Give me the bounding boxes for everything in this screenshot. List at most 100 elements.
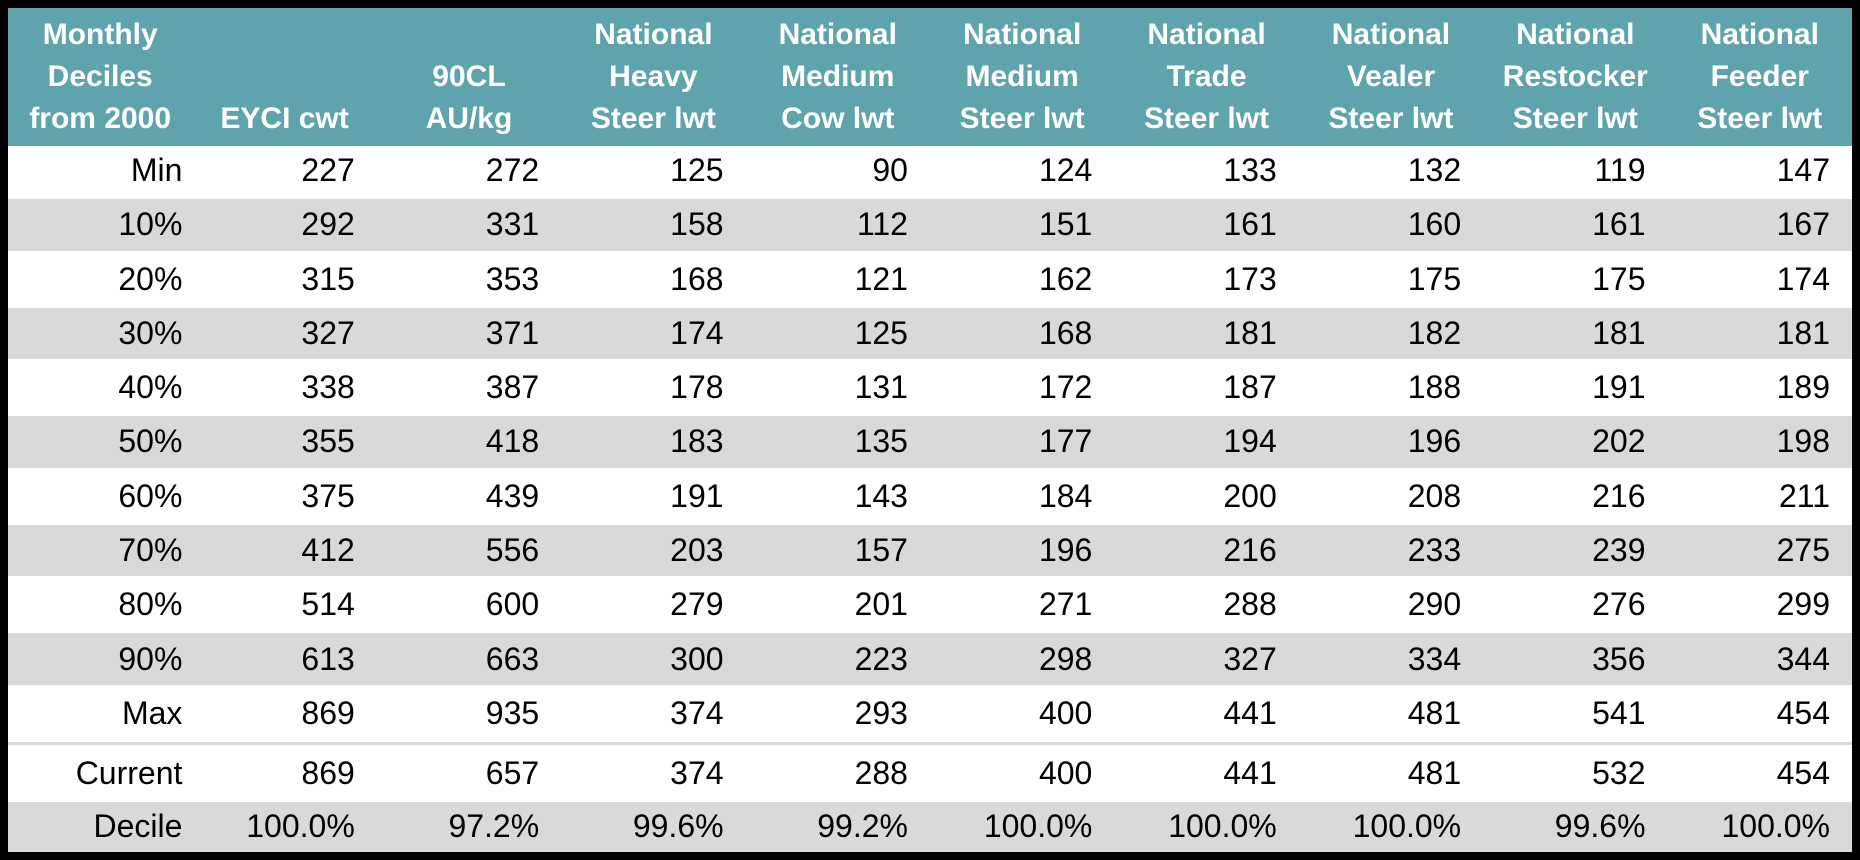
table-row-max: Max 869 935 374 293 400 441 481 541 454 — [8, 688, 1852, 738]
row-label: Max — [8, 688, 193, 738]
table-cell: 327 — [192, 303, 377, 364]
table-cell: 418 — [376, 412, 562, 472]
table-cell: 375 — [192, 471, 377, 521]
column-header-line: National — [778, 18, 897, 51]
column-header-line: EYCI cwt — [220, 102, 349, 135]
table-cell: 400 — [929, 688, 1115, 738]
column-header-line: 90CL — [432, 60, 506, 93]
column-header-line: Steer lwt — [1144, 102, 1270, 135]
row-label: 10% — [8, 195, 193, 255]
column-header-line: Steer lwt — [1512, 102, 1638, 135]
row-label: 50% — [8, 412, 193, 472]
table-cell: 119 — [1483, 146, 1668, 195]
table-cell: 175 — [1298, 254, 1484, 304]
table-cell: 276 — [1483, 580, 1668, 630]
table-cell — [929, 737, 1115, 749]
table-cell: 374 — [561, 748, 746, 798]
row-label: 80% — [8, 580, 193, 630]
table-cell: 187 — [1114, 363, 1299, 413]
table-cell: 100.0% — [1298, 797, 1484, 852]
table-cell: 167 — [1667, 195, 1852, 255]
column-header-line: Cow lwt — [781, 102, 895, 135]
table-row-30pct: 30% 327 371 174 125 168 181 182 181 181 — [8, 303, 1852, 364]
table-cell: 298 — [929, 629, 1115, 689]
table-cell: 279 — [561, 580, 746, 630]
table-cell: 147 — [1667, 146, 1852, 195]
table-cell: 412 — [192, 520, 377, 581]
table-cell: 198 — [1667, 412, 1852, 472]
table-cell: 334 — [1298, 629, 1484, 689]
column-header-line: National — [1516, 18, 1635, 51]
column-header-line — [192, 56, 376, 98]
table-cell — [192, 737, 377, 749]
column-header-line — [377, 14, 561, 56]
table-cell: 90 — [745, 146, 930, 195]
table-cell: 161 — [1483, 195, 1668, 255]
column-header-line: Feeder — [1710, 60, 1809, 93]
row-label: 70% — [8, 520, 193, 581]
row-label: Decile — [8, 797, 193, 852]
table-cell: 191 — [561, 471, 746, 521]
table-cell: 208 — [1298, 471, 1484, 521]
table-cell: 191 — [1483, 363, 1668, 413]
column-header-line: National — [1147, 18, 1266, 51]
table-cell — [1114, 737, 1299, 749]
table-cell: 182 — [1298, 303, 1484, 364]
table-cell: 600 — [376, 580, 562, 630]
table-cell: 290 — [1298, 580, 1484, 630]
table-cell: 181 — [1667, 303, 1852, 364]
table-cell: 100.0% — [1114, 797, 1299, 852]
table-cell: 613 — [192, 629, 377, 689]
table-row-decile: Decile 100.0% 97.2% 99.6% 99.2% 100.0% 100.0% 1… — [8, 797, 1852, 852]
row-label: 20% — [8, 254, 193, 304]
table-cell: 227 — [192, 146, 377, 195]
table-cell: 177 — [929, 412, 1115, 472]
table-cell: 174 — [561, 303, 746, 364]
table-cell: 541 — [1483, 688, 1668, 738]
table-row-20pct: 20% 315 353 168 121 162 173 175 175 174 — [8, 254, 1852, 304]
row-label: 40% — [8, 363, 193, 413]
table-row-10pct: 10% 292 331 158 112 151 161 160 161 167 — [8, 195, 1852, 255]
table-cell: 125 — [745, 303, 930, 364]
table-cell — [1298, 737, 1484, 749]
table-cell: 132 — [1298, 146, 1484, 195]
table-cell: 184 — [929, 471, 1115, 521]
table-cell: 374 — [561, 688, 746, 738]
table-cell: 125 — [561, 146, 746, 195]
table-cell: 663 — [376, 629, 562, 689]
row-label-column-header: Monthly Deciles from 2000 — [8, 8, 193, 146]
table-cell: 292 — [192, 195, 377, 255]
column-header-line: Medium — [965, 60, 1079, 93]
row-label: 60% — [8, 471, 193, 521]
table-cell: 355 — [192, 412, 377, 472]
table-cell: 100.0% — [1667, 797, 1852, 852]
table-cell: 124 — [929, 146, 1115, 195]
table-cell: 181 — [1483, 303, 1668, 364]
table-cell: 353 — [376, 254, 562, 304]
table-cell: 338 — [192, 363, 377, 413]
table-row-60pct: 60% 375 439 191 143 184 200 208 216 211 — [8, 471, 1852, 521]
price-deciles-table: Monthly Deciles from 2000 EYCI cwt 90CL AU/kg… — [8, 8, 1852, 852]
table-cell: 135 — [745, 412, 930, 472]
table-cell: 371 — [376, 303, 562, 364]
table-cell: 194 — [1114, 412, 1299, 472]
table-cell: 211 — [1667, 471, 1852, 521]
column-header-line: Medium — [781, 60, 895, 93]
column-header-line: National — [1700, 18, 1819, 51]
table-row-50pct: 50% 355 418 183 135 177 194 196 202 198 — [8, 412, 1852, 472]
column-header-line: from 2000 — [29, 102, 172, 135]
row-label: Min — [8, 146, 193, 195]
row-label: Current — [8, 748, 193, 798]
table-row-80pct: 80% 514 600 279 201 271 288 290 276 299 — [8, 580, 1852, 630]
table-cell: 183 — [561, 412, 746, 472]
table-header: Monthly Deciles from 2000 EYCI cwt 90CL AU/kg… — [8, 8, 1852, 146]
table-cell: 202 — [1483, 412, 1668, 472]
table-cell: 172 — [929, 363, 1115, 413]
table-row-min: Min 227 272 125 90 124 133 132 119 147 — [8, 146, 1852, 195]
column-header-line: Deciles — [47, 60, 153, 93]
table-cell: 99.2% — [745, 797, 930, 852]
table-cell: 300 — [561, 629, 746, 689]
table-cell: 188 — [1298, 363, 1484, 413]
column-header-line: Restocker — [1502, 60, 1648, 93]
